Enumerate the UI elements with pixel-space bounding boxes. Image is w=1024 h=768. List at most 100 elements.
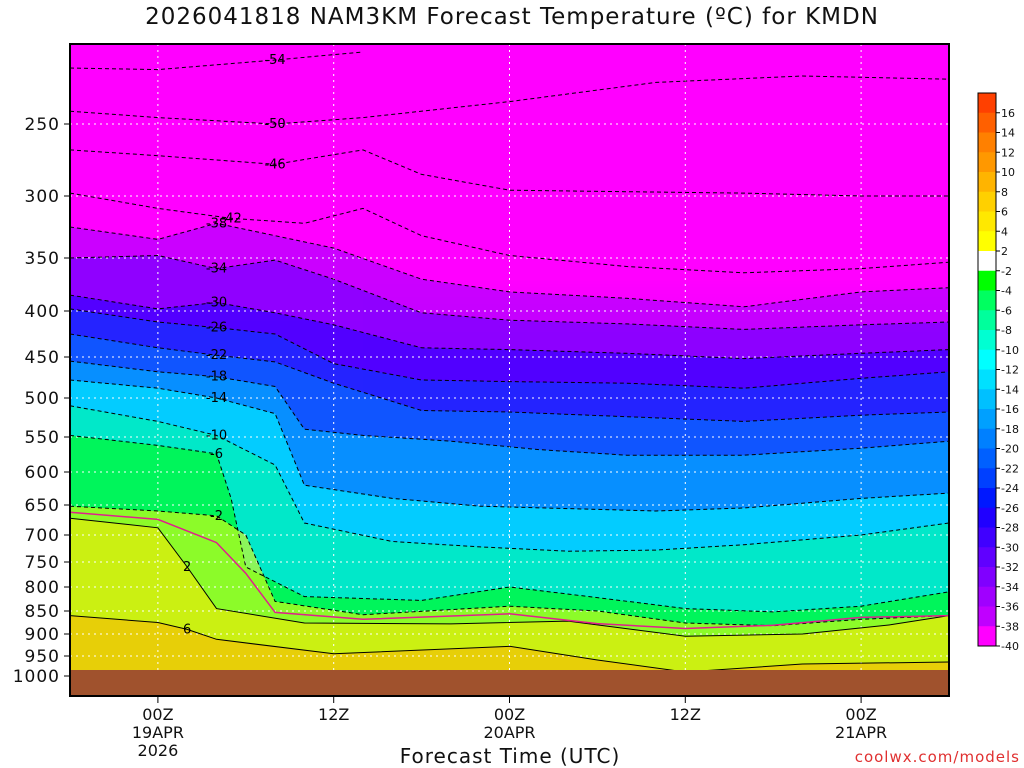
colorbar-label: 16	[1001, 107, 1015, 120]
x-tick-label: 00Z	[142, 705, 173, 724]
y-tick-label: 750	[25, 553, 60, 573]
y-tick-label: 600	[25, 463, 60, 483]
colorbar-swatch	[978, 290, 996, 311]
isotherm-line--30	[70, 294, 949, 360]
colorbar-swatch	[978, 270, 996, 291]
colorbar-swatch	[978, 428, 996, 449]
y-axis: 250 300 350 400 450 500 550 600 650 700 750 800 850 9…	[13, 115, 70, 687]
y-tick-label: 850	[25, 602, 60, 622]
colorbar: 16 14 12 10 8 6 4 2 -2 -4 -6 -8 -10 -12 -14 -16 -18 -20 -2…	[977, 92, 1019, 653]
isotherm-label: -6	[210, 447, 223, 462]
colorbar-swatch	[978, 547, 996, 568]
colorbar-swatch	[978, 310, 996, 331]
isotherm-label: -34	[206, 262, 227, 277]
isotherm-label: -54	[264, 53, 285, 68]
colorbar-swatch	[978, 389, 996, 410]
colorbar-label: 4	[1001, 225, 1008, 238]
isotherm-label: -22	[206, 348, 227, 363]
colorbar-swatch	[978, 468, 996, 489]
isotherm-label: -46	[264, 157, 285, 172]
y-tick-label: 650	[25, 496, 60, 516]
colorbar-label: 14	[1001, 127, 1015, 140]
isotherm-line--34	[70, 254, 949, 330]
colorbar-swatch	[978, 448, 996, 469]
isotherm-label: 6	[183, 622, 191, 637]
colorbar-swatch	[978, 152, 996, 173]
isotherm-line-6	[70, 615, 949, 673]
colorbar-swatch	[978, 211, 996, 232]
isotherm-label: -38	[206, 216, 227, 231]
y-tick-label: 300	[25, 187, 60, 207]
x-tick-label: 12Z	[670, 705, 701, 724]
colorbar-label: -10	[1001, 344, 1019, 357]
x-tick-label: 20APR	[483, 723, 535, 742]
isotherm-line--46	[70, 149, 949, 197]
colorbar-label: -6	[1001, 304, 1012, 317]
y-tick-label: 700	[25, 526, 60, 546]
isotherm-label: -14	[206, 391, 227, 406]
y-tick-label: 550	[25, 428, 60, 448]
colorbar-label: -18	[1001, 423, 1019, 436]
y-tick-label: 1000	[13, 667, 60, 687]
colorbar-swatch	[978, 507, 996, 528]
x-axis-title: Forecast Time (UTC)	[399, 744, 621, 768]
colorbar-swatch	[978, 349, 996, 370]
credit-link[interactable]: coolwx.com/models	[854, 748, 1020, 766]
colorbar-label: -8	[1001, 324, 1012, 337]
colorbar-label: -20	[1001, 443, 1019, 456]
colorbar-label: -14	[1001, 383, 1019, 396]
colorbar-label: -4	[1001, 285, 1012, 298]
ground-layer	[70, 670, 949, 696]
x-tick-label: 00Z	[845, 705, 876, 724]
y-tick-label: 450	[25, 348, 60, 368]
colorbar-label: 10	[1001, 166, 1015, 179]
isotherm-label: 2	[183, 560, 191, 575]
colorbar-swatch	[978, 409, 996, 430]
freezing-line	[70, 511, 949, 630]
colorbar-swatch	[978, 93, 996, 114]
x-tick-label: 21APR	[835, 723, 887, 742]
temperature-bands	[70, 52, 949, 696]
x-tick-label: 00Z	[494, 705, 525, 724]
isotherm-line--50	[70, 75, 949, 125]
colorbar-label: -12	[1001, 364, 1019, 377]
chart-title: 2026041818 NAM3KM Forecast Temperature (…	[145, 4, 879, 30]
isotherm-label: -26	[206, 321, 227, 336]
x-tick-label: 19APR	[132, 723, 184, 742]
isotherm-label: -30	[206, 296, 227, 311]
isotherm-line--26	[70, 308, 949, 389]
colorbar-swatch	[978, 567, 996, 588]
colorbar-swatch	[978, 586, 996, 607]
isotherm-label: -2	[210, 509, 223, 524]
colorbar-label: -38	[1001, 620, 1019, 633]
colorbar-label: -22	[1001, 462, 1019, 475]
isotherm-line-2	[70, 517, 949, 637]
isotherm-line--54	[70, 51, 364, 71]
y-tick-label: 250	[25, 115, 60, 135]
isotherm-line--22	[70, 333, 949, 422]
colorbar-label: -16	[1001, 403, 1019, 416]
y-tick-label: 400	[25, 302, 60, 322]
isotherm-label: -10	[206, 428, 227, 443]
isotherm-label: -50	[264, 117, 285, 132]
colorbar-label: -32	[1001, 561, 1019, 574]
plot-area: -54-50-46-42-38-34-30-26-22-18-14-10-6-2…	[70, 44, 949, 696]
y-tick-label: 900	[25, 625, 60, 645]
colorbar-label: -24	[1001, 482, 1019, 495]
colorbar-swatch	[978, 191, 996, 212]
colorbar-label: -36	[1001, 601, 1019, 614]
colorbar-label: 12	[1001, 146, 1015, 159]
colorbar-label: 8	[1001, 186, 1008, 199]
colorbar-swatch	[978, 488, 996, 509]
colorbar-label: -2	[1001, 265, 1012, 278]
colorbar-swatch	[978, 172, 996, 193]
isotherm-label: -18	[206, 370, 227, 385]
x-tick-label: 12Z	[318, 705, 349, 724]
colorbar-label: -30	[1001, 541, 1019, 554]
colorbar-swatch	[978, 330, 996, 351]
colorbar-label: 6	[1001, 206, 1008, 219]
colorbar-swatch	[978, 606, 996, 627]
colorbar-swatch	[978, 112, 996, 133]
